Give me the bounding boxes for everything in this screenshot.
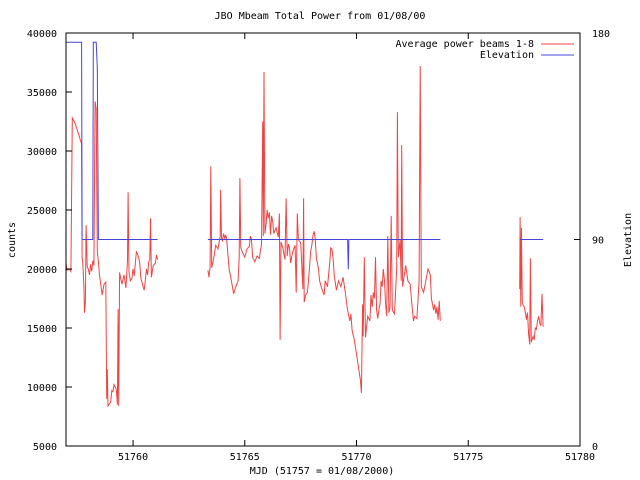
series-1-line-segment-1 xyxy=(207,239,441,270)
plot-area xyxy=(65,41,544,408)
series-0-line-segment-0 xyxy=(65,101,159,408)
y-tick-label: 30000 xyxy=(27,147,57,158)
ticks: 51760 51765 51770 51775 51780 5000 10000 15000 2… xyxy=(27,29,610,463)
legend-label-0: Average power beams 1-8 xyxy=(396,39,534,50)
x-axis-label: MJD (51757 = 01/08/2000) xyxy=(250,466,395,477)
y2-tick-label: 180 xyxy=(592,29,610,40)
x-tick-label: 51770 xyxy=(341,452,371,463)
y2-tick-label: 0 xyxy=(592,442,598,453)
y-tick-label: 35000 xyxy=(27,88,57,99)
legend-label-1: Elevation xyxy=(480,50,534,61)
x-tick-label: 51765 xyxy=(230,452,260,463)
y-tick-label: 15000 xyxy=(27,324,57,335)
series-0-line-segment-2 xyxy=(519,217,544,345)
y-tick-label: 10000 xyxy=(27,383,57,394)
chart-title: JBO Mbeam Total Power from 01/08/00 xyxy=(215,11,426,22)
x-tick-label: 51760 xyxy=(118,452,148,463)
y2-tick-label: 90 xyxy=(592,236,604,247)
y2-axis-label: Elevation xyxy=(623,213,634,267)
y-tick-label: 40000 xyxy=(27,29,57,40)
x-tick-label: 51780 xyxy=(565,452,595,463)
series-1-line-segment-0 xyxy=(66,41,158,240)
x-tick-label: 51775 xyxy=(453,452,483,463)
y-tick-label: 20000 xyxy=(27,265,57,276)
y-tick-label: 25000 xyxy=(27,206,57,217)
y-tick-label: 5000 xyxy=(33,442,57,453)
y-axis-label: counts xyxy=(7,222,18,258)
series-0-line-segment-1 xyxy=(207,65,441,393)
